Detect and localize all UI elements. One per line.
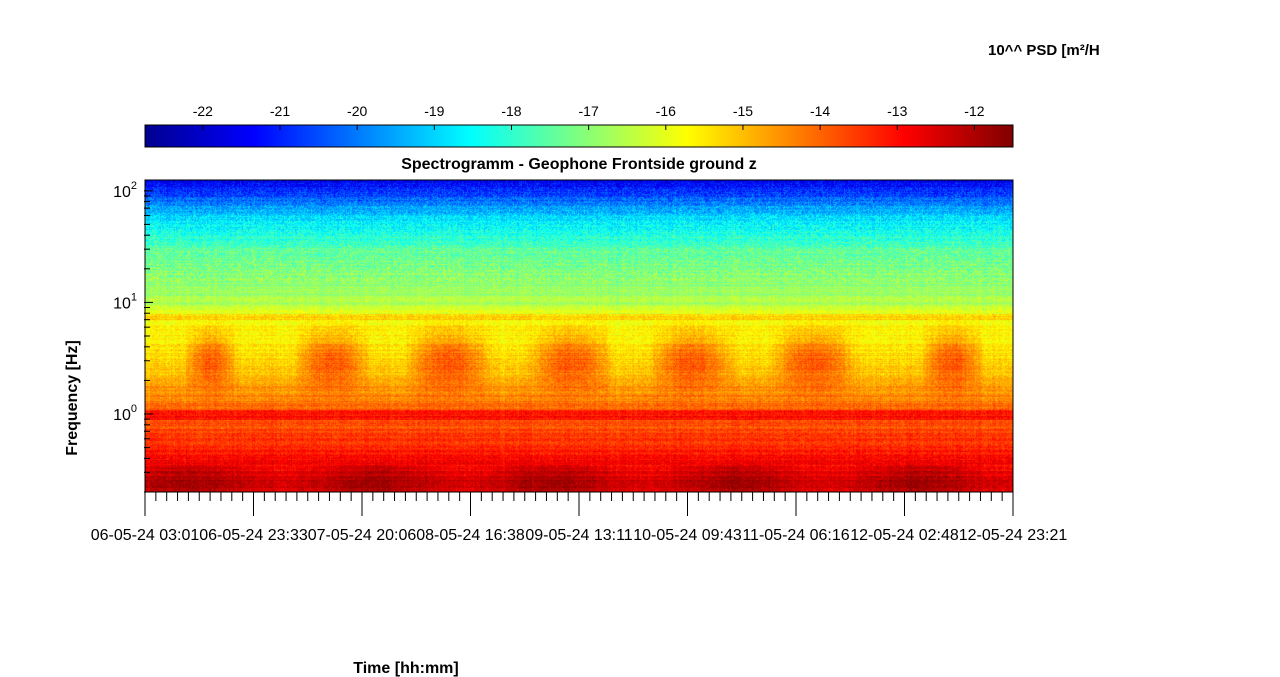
colorbar	[144, 124, 1014, 148]
x-tick-label: 06-05-24 03:01	[91, 527, 200, 544]
colorbar-tick-label: -17	[579, 103, 599, 119]
spectrogram-plot-area	[144, 179, 1014, 493]
x-tick-label: 11-05-24 06:16	[742, 527, 849, 544]
x-tick-label: 07-05-24 20:06	[308, 527, 417, 544]
x-tick-label: 12-05-24 02:48	[850, 527, 959, 544]
y-tick-label: 102	[113, 180, 137, 201]
colorbar-tick-marks	[202, 125, 975, 130]
y-axis-label: Frequency [Hz]	[64, 340, 81, 456]
y-tick-label: 100	[113, 403, 137, 424]
colorbar-tick-labels: -22 -21 -20 -19 -18 -17 -16 -15 -14 -13 -12	[193, 103, 985, 119]
colorbar-tick-label: -12	[964, 103, 984, 119]
colorbar-label: 10^^ PSD [m²/H	[988, 42, 1100, 59]
colorbar-tick-label: -14	[810, 103, 830, 119]
colorbar-tick-label: -18	[501, 103, 521, 119]
colorbar-tick-label: -19	[424, 103, 444, 119]
x-tick-label: 06-05-24 23:33	[199, 527, 308, 544]
colorbar-tick-label: -20	[347, 103, 367, 119]
colorbar-tick-label: -13	[887, 103, 907, 119]
spectrogram-heatmap	[145, 180, 1013, 492]
x-axis-label: Time [hh:mm]	[353, 660, 458, 677]
colorbar-tick-label: -21	[270, 103, 290, 119]
x-tick-label: 09-05-24 13:11	[525, 527, 632, 544]
colorbar-tick-label: -16	[656, 103, 676, 119]
x-tick-label: 12-05-24 23:21	[959, 527, 1068, 544]
y-tick-label: 101	[113, 291, 137, 312]
x-tick-label: 10-05-24 09:43	[633, 527, 742, 544]
colorbar-tick-label: -22	[193, 103, 213, 119]
chart-title: Spectrogramm - Geophone Frontside ground…	[401, 156, 757, 173]
colorbar-tick-label: -15	[733, 103, 753, 119]
x-tick-label: 08-05-24 16:38	[416, 527, 525, 544]
x-axis: 06-05-24 03:01 06-05-24 23:33 07-05-24 20:…	[91, 491, 1068, 544]
